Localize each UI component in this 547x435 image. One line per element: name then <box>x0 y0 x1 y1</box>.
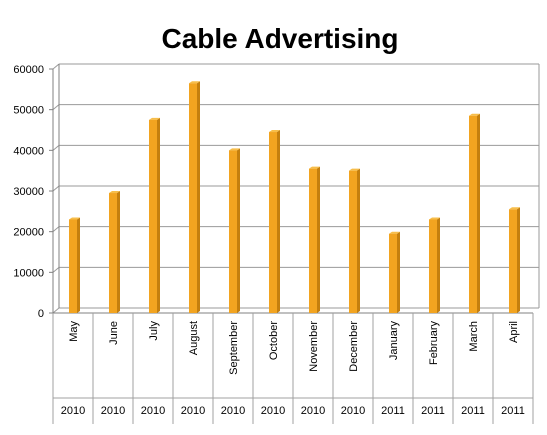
gridline-diagonal <box>52 266 60 273</box>
bar-front <box>149 119 157 313</box>
y-tick-label: 60000 <box>13 64 44 76</box>
bar-front <box>109 193 117 313</box>
bar <box>269 130 280 313</box>
bar <box>189 81 200 313</box>
gridlines <box>52 63 540 314</box>
bar-front <box>229 150 237 313</box>
bar-side <box>517 207 520 313</box>
bar-front <box>389 233 397 313</box>
x-tick-label: June <box>108 321 120 345</box>
bar-top <box>229 148 240 151</box>
bar-front <box>189 83 197 313</box>
axis-labels: 0 10000 20000 30000 40000 50000 60000 May 2010 Ju… <box>13 64 524 417</box>
bar <box>389 231 400 313</box>
bars <box>69 81 520 314</box>
x-tick-label: October <box>268 321 280 360</box>
bar-side <box>237 148 240 313</box>
bar <box>429 217 440 313</box>
y-tick-label: 20000 <box>13 227 44 239</box>
x-tick-label: April <box>508 321 520 343</box>
bar-front <box>269 132 277 313</box>
x-group-label: 2011 <box>421 405 445 417</box>
bar-side <box>317 166 320 313</box>
axes <box>49 64 534 424</box>
bar-top <box>189 81 200 84</box>
x-tick-label: May <box>68 321 80 342</box>
x-group-label: 2010 <box>181 405 205 417</box>
y-tick-label: 40000 <box>13 145 44 157</box>
bar-side <box>437 217 440 313</box>
bar-front <box>429 219 437 313</box>
bar-side <box>277 130 280 313</box>
bar-side <box>117 191 120 313</box>
x-tick-label: November <box>308 321 320 372</box>
bar <box>469 113 480 314</box>
x-group-label: 2010 <box>141 405 165 417</box>
gridline-diagonal <box>52 63 60 70</box>
bar-front <box>469 115 477 314</box>
bar-front <box>309 168 317 313</box>
y-tick-label: 0 <box>38 308 44 320</box>
bar-top <box>509 207 520 210</box>
bar <box>509 207 520 313</box>
gridline-diagonal <box>52 144 60 151</box>
x-group-label: 2011 <box>461 405 485 417</box>
bar-front <box>349 170 357 313</box>
bar-top <box>149 117 160 120</box>
bar-top <box>469 113 480 116</box>
x-group-label: 2011 <box>501 405 525 417</box>
bar-side <box>197 81 200 313</box>
x-group-label: 2010 <box>221 405 245 417</box>
x-tick-label: January <box>388 321 400 361</box>
x-group-label: 2010 <box>61 405 85 417</box>
x-tick-label: August <box>188 321 200 355</box>
bar-top <box>309 166 320 169</box>
bar-front <box>69 219 77 313</box>
gridline-diagonal <box>52 104 60 111</box>
bar-top <box>429 217 440 220</box>
bar-side <box>77 217 80 313</box>
x-tick-label: September <box>228 321 240 375</box>
bar-top <box>349 168 360 171</box>
x-group-label: 2011 <box>381 405 405 417</box>
chart-title: Cable Advertising <box>161 23 398 54</box>
x-tick-label: March <box>468 321 480 352</box>
bar-side <box>477 113 480 314</box>
bar <box>229 148 240 313</box>
bar <box>149 117 160 313</box>
bar <box>69 217 80 313</box>
bar <box>309 166 320 313</box>
gridline-diagonal <box>52 185 60 192</box>
bar-side <box>157 117 160 313</box>
x-group-label: 2010 <box>101 405 125 417</box>
x-tick-label: February <box>428 321 440 366</box>
gridline-diagonal <box>52 226 60 233</box>
y-tick-label: 30000 <box>13 186 44 198</box>
x-tick-label: July <box>148 321 160 341</box>
bar-top <box>109 191 120 194</box>
x-group-label: 2010 <box>301 405 325 417</box>
bar-top <box>269 130 280 133</box>
x-tick-label: December <box>348 321 360 372</box>
bar <box>109 191 120 313</box>
y-tick-label: 10000 <box>13 267 44 279</box>
y-tick-label: 50000 <box>13 105 44 117</box>
x-group-label: 2010 <box>341 405 365 417</box>
x-group-label: 2010 <box>261 405 285 417</box>
gridline-diagonal <box>52 307 60 314</box>
bar-top <box>69 217 80 220</box>
bar <box>349 168 360 313</box>
bar-side <box>397 231 400 313</box>
bar-front <box>509 209 517 313</box>
bar-top <box>389 231 400 234</box>
bar-side <box>357 168 360 313</box>
